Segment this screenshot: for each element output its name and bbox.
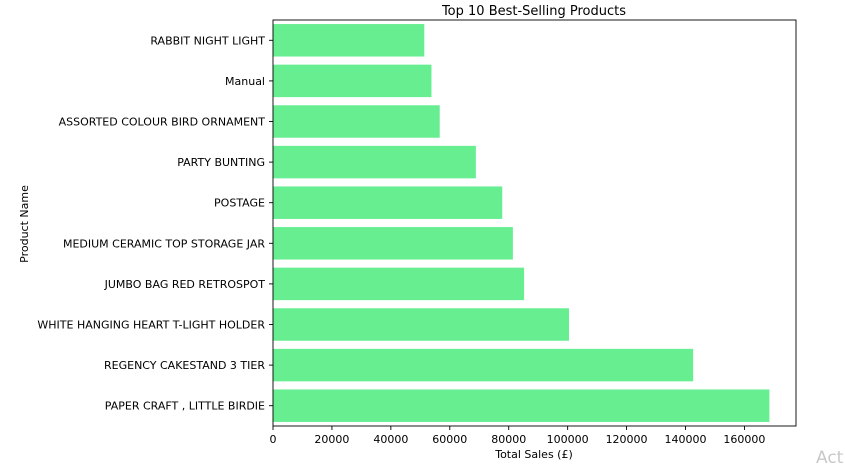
x-tick-label: 140000 — [665, 433, 707, 446]
x-tick-label: 120000 — [606, 433, 648, 446]
bar — [273, 24, 425, 57]
x-axis-label: Total Sales (£) — [494, 448, 573, 461]
chart-title: Top 10 Best-Selling Products — [441, 4, 626, 19]
bars-group — [273, 24, 770, 422]
bar — [273, 186, 503, 219]
y-tick-label: POSTAGE — [214, 197, 265, 210]
x-tick-label: 0 — [270, 433, 277, 446]
y-tick-label: ASSORTED COLOUR BIRD ORNAMENT — [59, 116, 266, 129]
y-tick-label: PARTY BUNTING — [177, 156, 265, 169]
y-tick-label: WHITE HANGING HEART T-LIGHT HOLDER — [37, 319, 265, 332]
bar — [273, 389, 770, 422]
x-tick-label: 60000 — [432, 433, 467, 446]
bar — [273, 348, 694, 382]
y-axis-label: Product Name — [18, 185, 31, 263]
bar — [273, 308, 569, 341]
bar — [273, 64, 432, 98]
x-tick-label: 160000 — [723, 433, 765, 446]
y-tick-label: PAPER CRAFT , LITTLE BIRDIE — [105, 400, 265, 413]
bar — [273, 105, 440, 138]
x-tick-label: 40000 — [373, 433, 408, 446]
bar — [273, 145, 476, 179]
plot-frame — [272, 19, 797, 427]
x-tick-label: 100000 — [547, 433, 589, 446]
bar — [273, 267, 525, 301]
x-tick-label: 20000 — [314, 433, 349, 446]
y-tick-label: REGENCY CAKESTAND 3 TIER — [104, 359, 265, 372]
bar — [273, 227, 513, 260]
y-tick-label: JUMBO BAG RED RETROSPOT — [104, 278, 266, 291]
x-axis-ticks: 0 20000 40000 60000 80000 100000 120000 140000 1… — [270, 426, 765, 446]
watermark-text: Act — [816, 448, 844, 468]
y-tick-label: MEDIUM CERAMIC TOP STORAGE JAR — [63, 237, 265, 250]
x-tick-label: 80000 — [491, 433, 526, 446]
y-tick-label: Manual — [225, 75, 265, 88]
y-tick-label: RABBIT NIGHT LIGHT — [150, 34, 265, 47]
y-axis-ticks: PAPER CRAFT , LITTLE BIRDIE REGENCY CAKES… — [37, 34, 273, 413]
